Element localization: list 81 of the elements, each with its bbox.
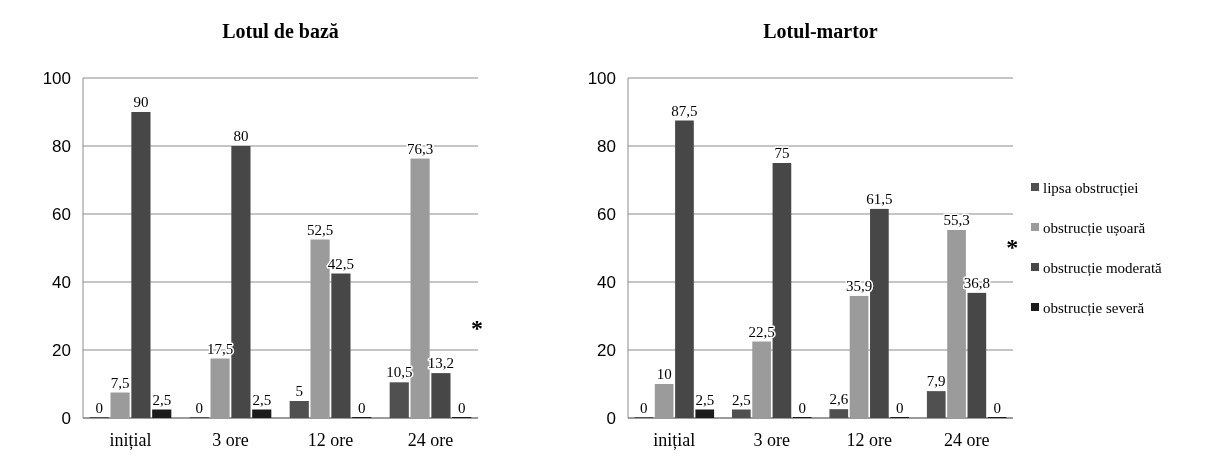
data-label: 75 (774, 145, 790, 161)
data-label: 2,5 (695, 391, 715, 408)
bar (870, 208, 889, 418)
legend-label: obstrucție severă (1043, 300, 1145, 318)
data-label: 87,5 (671, 102, 698, 119)
y-tick-label: 80 (52, 136, 71, 156)
bar (252, 409, 272, 418)
y-tick-label: 100 (42, 68, 71, 88)
x-tick-label: 12 ore (307, 430, 354, 450)
annotation: * (471, 315, 483, 342)
y-tick-label: 0 (61, 408, 71, 428)
bar (829, 409, 849, 418)
x-tick-label: 24 ore (407, 430, 454, 450)
x-tick-label: inițial (109, 430, 152, 450)
data-label: 13,2 (427, 355, 455, 372)
x-tick-label: inițial (653, 430, 696, 450)
bar (389, 382, 409, 418)
data-label: 7,9 (926, 373, 946, 390)
data-label: 0 (195, 400, 203, 416)
bar (431, 373, 451, 418)
data-label: 5 (295, 383, 303, 399)
legend-label: obstrucție moderată (1043, 260, 1163, 278)
data-label: 10,5 (386, 364, 413, 381)
y-tick-label: 100 (587, 68, 616, 88)
data-label: 0 (95, 400, 103, 416)
bar (210, 358, 230, 418)
data-label: 42,5 (327, 255, 355, 272)
data-label: 2,5 (252, 391, 272, 408)
chart-title: Lotul-martor (763, 20, 878, 42)
bar (947, 229, 966, 418)
bar (752, 341, 771, 418)
data-label: 2,5 (152, 391, 172, 408)
data-label: 80 (233, 128, 249, 144)
x-tick-label: 3 ore (753, 430, 791, 450)
data-label: 52,5 (306, 221, 334, 238)
data-label: 0 (458, 400, 466, 416)
data-label: 36,8 (963, 274, 990, 291)
data-label: 7,5 (110, 374, 130, 391)
bar (772, 163, 792, 418)
bar (731, 409, 751, 418)
bar (231, 146, 251, 418)
bar (310, 239, 330, 418)
data-label: 0 (640, 400, 648, 416)
data-label: 76,3 (406, 140, 434, 157)
bar (926, 391, 946, 418)
data-label: 2,5 (731, 391, 751, 408)
data-label: 61,5 (866, 190, 893, 207)
x-tick-label: 24 ore (943, 430, 990, 450)
bar (675, 120, 694, 418)
data-label: 55,3 (943, 211, 970, 228)
data-label: 0 (798, 400, 806, 416)
legend-label: lipsa obstrucției (1043, 180, 1139, 198)
bar (131, 112, 151, 418)
bar (695, 409, 715, 418)
bar (967, 292, 987, 418)
bar (289, 401, 309, 418)
bar (410, 158, 430, 418)
y-tick-label: 60 (597, 204, 616, 224)
chart-title: Lotul de bază (222, 20, 339, 42)
data-label: 90 (133, 94, 149, 110)
data-label: 0 (358, 400, 366, 416)
data-label: 10 (656, 366, 672, 382)
y-tick-label: 80 (597, 136, 616, 156)
bar (654, 384, 674, 418)
annotation: * (1006, 233, 1019, 260)
bar (110, 392, 130, 418)
x-tick-label: 3 ore (212, 430, 249, 450)
legend-label: obstrucție ușoară (1043, 220, 1146, 238)
y-tick-label: 60 (52, 204, 71, 224)
y-tick-label: 20 (52, 340, 71, 360)
data-label: 2,6 (829, 391, 849, 408)
data-label: 0 (895, 400, 904, 416)
bar (331, 273, 351, 418)
y-tick-label: 20 (597, 340, 616, 360)
bar (849, 295, 869, 418)
y-tick-label: 40 (52, 272, 71, 292)
y-tick-label: 40 (597, 272, 616, 292)
bar (152, 409, 172, 418)
y-tick-label: 0 (606, 408, 616, 428)
data-label: 0 (993, 400, 1001, 416)
x-tick-label: 12 ore (846, 430, 892, 450)
